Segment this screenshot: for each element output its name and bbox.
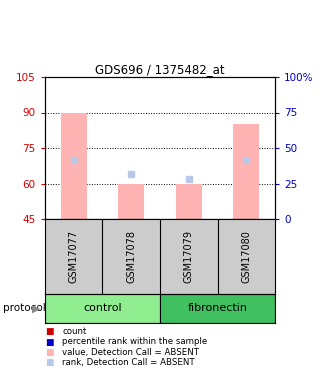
Text: rank, Detection Call = ABSENT: rank, Detection Call = ABSENT xyxy=(62,358,195,368)
Bar xyxy=(61,112,86,219)
Text: ■: ■ xyxy=(45,348,53,357)
Text: GSM17079: GSM17079 xyxy=(184,230,194,284)
Bar xyxy=(160,294,275,322)
Text: fibronectin: fibronectin xyxy=(188,303,248,313)
Text: ▶: ▶ xyxy=(32,303,41,313)
Text: count: count xyxy=(62,327,87,336)
Bar xyxy=(233,124,259,219)
Text: ■: ■ xyxy=(45,327,53,336)
Text: control: control xyxy=(83,303,122,313)
Text: percentile rank within the sample: percentile rank within the sample xyxy=(62,338,208,346)
Bar xyxy=(118,184,144,219)
Bar xyxy=(176,184,202,219)
Text: ■: ■ xyxy=(45,338,53,346)
Text: GSM17078: GSM17078 xyxy=(126,230,136,284)
Text: value, Detection Call = ABSENT: value, Detection Call = ABSENT xyxy=(62,348,199,357)
Bar xyxy=(45,294,160,322)
Title: GDS696 / 1375482_at: GDS696 / 1375482_at xyxy=(95,63,225,76)
Text: protocol: protocol xyxy=(3,303,46,313)
Text: GSM17077: GSM17077 xyxy=(68,230,79,284)
Text: GSM17080: GSM17080 xyxy=(241,230,252,284)
Text: ■: ■ xyxy=(45,358,53,368)
